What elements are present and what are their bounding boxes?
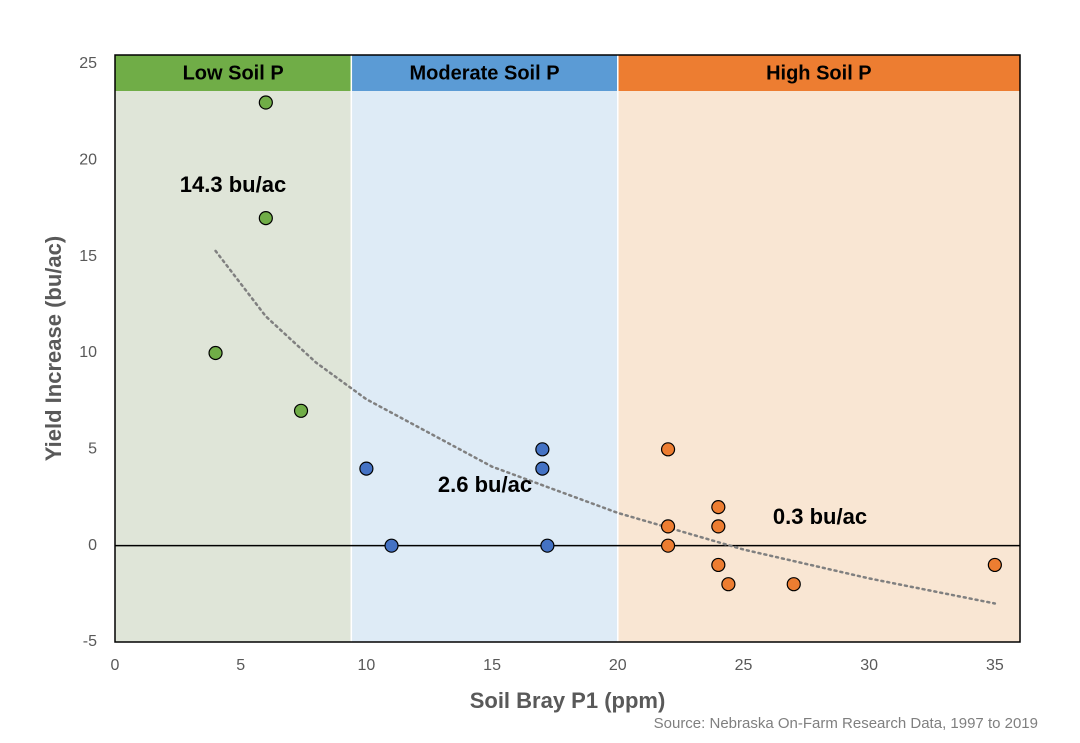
data-point [208, 345, 223, 361]
data-point [293, 403, 309, 418]
data-point [711, 500, 726, 515]
data-point [660, 442, 676, 457]
trendline [214, 249, 997, 605]
y-tick-label: 20 [79, 152, 97, 169]
data-point [711, 557, 726, 573]
data-point [535, 442, 550, 457]
x-axis-title: Soil Bray P1 (ppm) [470, 688, 666, 713]
data-point [540, 538, 555, 553]
zone-background [115, 55, 352, 642]
average-annotation: 2.6 bu/ac [438, 472, 532, 497]
data-point [660, 519, 676, 534]
average-annotation: 14.3 bu/ac [180, 172, 286, 197]
data-point [359, 461, 374, 476]
data-point [711, 519, 726, 534]
data-point [786, 577, 801, 592]
y-tick-label: 25 [79, 55, 97, 72]
zone-header [617, 55, 1020, 91]
data-point [987, 557, 1002, 573]
zone-header [115, 55, 352, 91]
zone-background [617, 55, 1020, 642]
zone-header [351, 55, 618, 91]
data-point [258, 95, 273, 110]
x-tick-label: 25 [735, 657, 753, 674]
data-point [660, 538, 676, 553]
y-tick-label: 15 [79, 248, 97, 265]
data-point [721, 577, 736, 592]
average-annotation: 0.3 bu/ac [773, 504, 867, 529]
y-tick-label: 0 [88, 537, 97, 554]
x-tick-label: 20 [609, 657, 627, 674]
zone-label: Moderate Soil P [410, 62, 560, 84]
source-note: Source: Nebraska On-Farm Research Data, … [654, 715, 1038, 732]
x-tick-label: 10 [357, 657, 375, 674]
data-point [535, 461, 550, 476]
y-tick-label: -5 [83, 633, 97, 650]
data-point [258, 211, 273, 226]
zone-background [351, 55, 618, 642]
y-tick-label: 10 [79, 344, 97, 361]
plot-frame [114, 54, 1021, 643]
x-tick-label: 5 [236, 657, 245, 674]
y-tick-label: 5 [88, 441, 97, 458]
zone-label: Low Soil P [183, 62, 284, 84]
x-tick-label: 15 [483, 657, 501, 674]
zone-label: High Soil P [766, 62, 872, 84]
x-tick-label: 35 [986, 657, 1004, 674]
y-axis-title: Yield Increase (bu/ac) [41, 236, 66, 461]
x-tick-label: 0 [111, 657, 120, 674]
x-tick-label: 30 [860, 657, 878, 674]
data-point [384, 538, 399, 553]
